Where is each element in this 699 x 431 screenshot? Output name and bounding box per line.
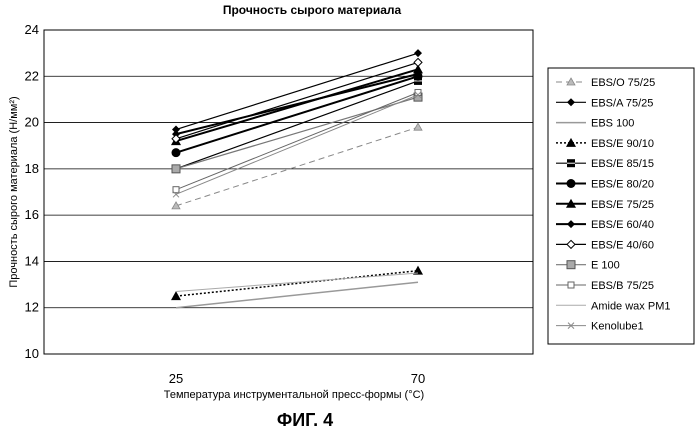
chart-title: Прочность сырого материала — [223, 3, 402, 17]
y-tick-label: 10 — [25, 346, 39, 361]
series-line — [176, 271, 418, 296]
series-2 — [176, 282, 418, 307]
series-line — [176, 127, 418, 206]
legend-marker — [567, 261, 575, 269]
y-tick-label: 22 — [25, 68, 39, 83]
legend-marker — [568, 282, 574, 288]
y-tick-label: 16 — [25, 207, 39, 222]
plot-area-frame — [44, 30, 533, 354]
y-tick-label: 12 — [25, 300, 39, 315]
y-tick-label: 20 — [25, 115, 39, 130]
data-point — [414, 123, 422, 130]
data-point — [171, 291, 181, 300]
legend-label: EBS/E 60/40 — [591, 219, 654, 231]
series-line — [176, 62, 418, 138]
legend-label: EBS/E 75/25 — [591, 199, 654, 211]
legend-label: EBS/E 40/60 — [591, 239, 654, 251]
legend-label: EBS/B 75/25 — [591, 280, 654, 292]
legend-label: EBS/E 90/10 — [591, 138, 654, 150]
series-line — [176, 69, 418, 141]
y-tick-label: 14 — [25, 253, 39, 268]
series-0 — [172, 123, 422, 209]
gridlines — [44, 30, 533, 354]
legend-label: EBS/E 85/15 — [591, 158, 654, 170]
x-tick-labels: 25 70 — [169, 371, 425, 386]
series-line — [176, 95, 418, 195]
y-tick-label: 18 — [25, 161, 39, 176]
series-line — [176, 273, 418, 292]
figure-caption: ФИГ. 4 — [277, 410, 333, 430]
y-tick-label: 24 — [25, 22, 39, 37]
series-group — [171, 49, 423, 308]
series-line — [176, 53, 418, 129]
legend-label: EBS/O 75/25 — [591, 77, 655, 89]
series-1 — [172, 49, 422, 133]
legend-label: EBS/A 75/25 — [591, 97, 653, 109]
y-axis-label: Прочность сырого материала (Н/мм²) — [8, 96, 20, 287]
series-11 — [176, 273, 418, 292]
x-axis-label: Температура инструментальной пресс-формы… — [164, 389, 424, 401]
legend-label: EBS 100 — [591, 118, 634, 130]
data-point — [172, 165, 180, 173]
legend-label: Amide wax PM1 — [591, 300, 670, 312]
data-point — [172, 148, 181, 157]
series-line — [176, 282, 418, 307]
data-point — [414, 58, 422, 66]
legend-label: Kenolube1 — [591, 321, 644, 333]
data-point — [414, 49, 422, 57]
legend-marker — [567, 179, 576, 188]
legend-label: EBS/E 80/20 — [591, 179, 654, 191]
series-line — [176, 97, 418, 169]
legend-label: E 100 — [591, 260, 620, 272]
y-tick-labels: 10 12 14 16 18 20 22 24 — [25, 22, 39, 361]
x-tick-label: 70 — [411, 371, 425, 386]
x-tick-label: 25 — [169, 371, 183, 386]
